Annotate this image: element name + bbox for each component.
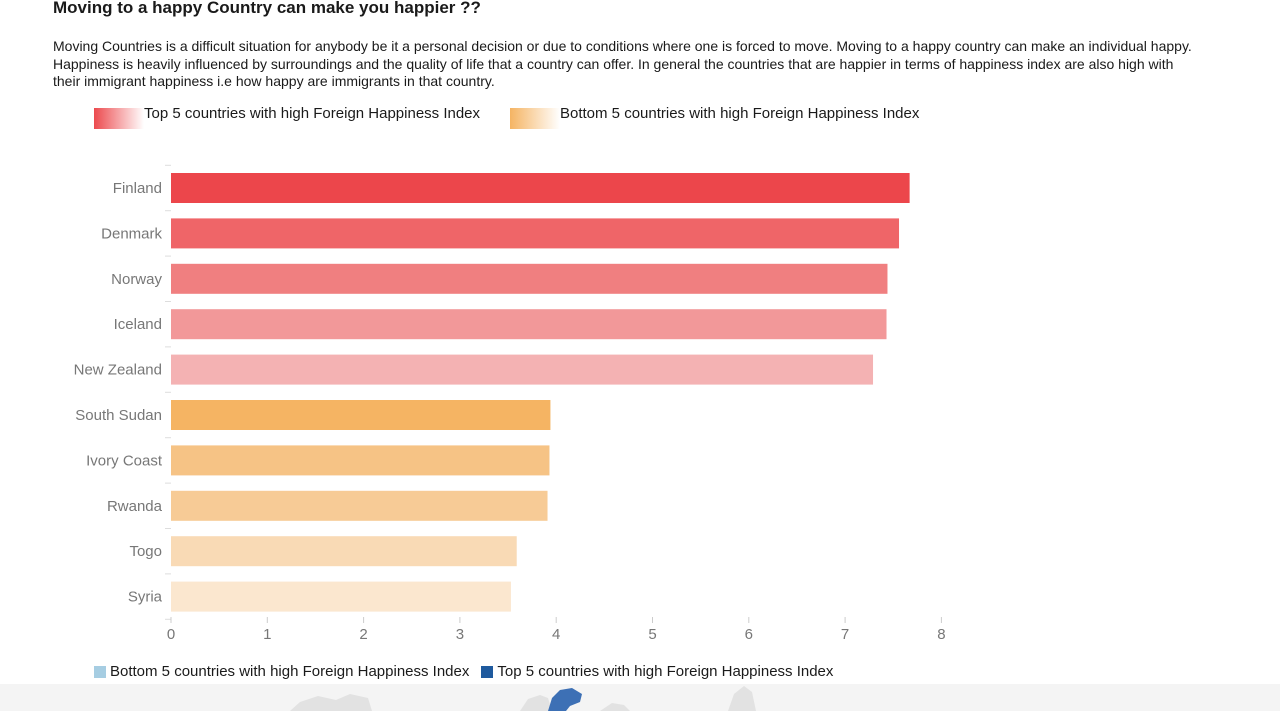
category-label: Denmark — [101, 225, 162, 242]
category-label: Syria — [128, 589, 163, 606]
world-map-partial[interactable] — [0, 684, 1280, 711]
bar — [171, 581, 511, 612]
category-label: South Sudan — [75, 407, 162, 424]
x-tick-label: 2 — [359, 626, 367, 643]
bar — [171, 400, 551, 430]
bottom5-color-square — [94, 665, 106, 678]
category-label: Norway — [111, 271, 162, 288]
bar — [171, 445, 550, 476]
map-highlighted-country[interactable] — [548, 688, 582, 711]
x-tick-label: 0 — [167, 626, 175, 643]
page-title: Moving to a happy Country can make you h… — [53, 0, 481, 17]
bar — [171, 490, 548, 521]
x-tick-label: 5 — [648, 626, 656, 643]
map-landmass — [600, 703, 630, 711]
bar — [171, 354, 874, 385]
bar — [171, 536, 517, 567]
x-tick-label: 3 — [456, 626, 464, 643]
legend-label-top5: Top 5 countries with high Foreign Happin… — [144, 105, 481, 122]
category-label: Iceland — [114, 316, 162, 333]
legend-bottom-bottom5-label: Bottom 5 countries with high Foreign Hap… — [110, 663, 470, 680]
x-tick-label: 1 — [263, 626, 271, 643]
bottom-legend: Bottom 5 countries with high Foreign Hap… — [94, 663, 845, 680]
happiness-bar-chart: Finland Denmark Norway Iceland New Zealand So… — [74, 164, 946, 643]
category-label: Finland — [113, 180, 162, 197]
legend-label-bottom5: Bottom 5 countries with high Foreign Hap… — [560, 105, 920, 122]
map-landmass — [728, 686, 756, 711]
legend-item-top5: Top 5 countries with high Foreign Happin… — [94, 104, 480, 129]
top-legend: Top 5 countries with high Foreign Happin… — [0, 104, 1280, 132]
bar — [171, 218, 900, 249]
map-background — [0, 684, 1280, 711]
legend-item-bottom5: Bottom 5 countries with high Foreign Hap… — [510, 104, 919, 129]
top5-color-square — [481, 665, 494, 678]
intro-paragraph: Moving Countries is a difficult situatio… — [53, 38, 1192, 89]
x-tick-label: 6 — [745, 626, 753, 643]
map-landmass — [520, 695, 552, 711]
bar — [171, 173, 910, 203]
bar — [171, 309, 887, 340]
map-landmass — [290, 694, 372, 711]
bar — [171, 263, 888, 294]
legend-bottom-top5-label: Top 5 countries with high Foreign Happin… — [497, 663, 834, 680]
x-tick-label: 7 — [841, 626, 849, 643]
category-label: Togo — [129, 543, 162, 560]
category-label: Ivory Coast — [86, 452, 163, 469]
category-label: New Zealand — [74, 362, 162, 379]
x-tick-label: 4 — [552, 626, 560, 643]
bottom5-gradient-swatch — [510, 108, 560, 129]
x-tick-label: 8 — [937, 626, 945, 643]
category-label: Rwanda — [107, 498, 163, 515]
top5-gradient-swatch — [94, 108, 144, 129]
